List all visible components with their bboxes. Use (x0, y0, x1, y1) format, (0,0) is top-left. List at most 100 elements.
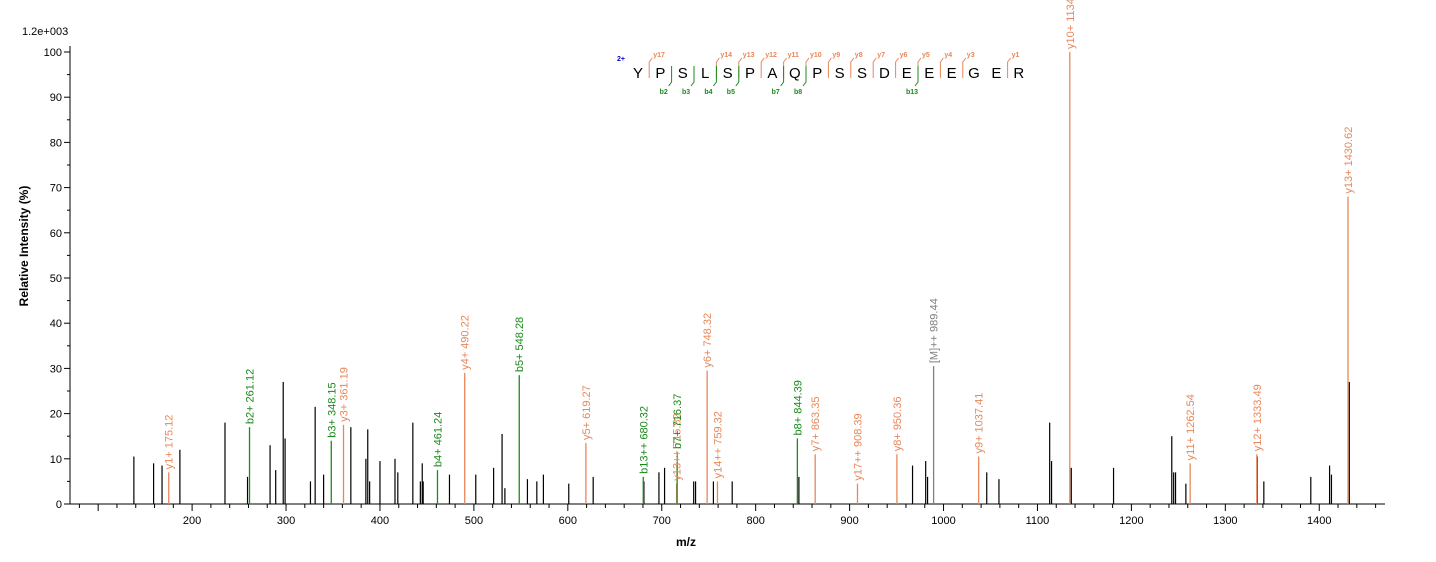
b-ion-label: b7 (772, 89, 780, 96)
x-tick-label: 800 (746, 515, 764, 527)
axes: 0 10 20 30 40 50 60 70 80 90 100 200 300 400 500 600 700… (44, 46, 1385, 527)
x-tick-label: 1300 (1213, 515, 1237, 527)
b-ion-label: b2 (660, 89, 668, 96)
y-cleavage-mark (827, 57, 832, 78)
x-tick-label: 1400 (1307, 515, 1331, 527)
y-cleavage-mark (962, 57, 967, 78)
peak-label: y3+ 361.19 (339, 367, 351, 422)
peak-label: y1+ 175.12 (164, 415, 176, 470)
y-ion-label: y6 (900, 52, 908, 59)
x-tick-label: 400 (371, 515, 389, 527)
y-tick-label: 20 (50, 409, 62, 421)
intensity-scale-label: 1.2e+003 (22, 26, 68, 38)
residue: R (1013, 65, 1024, 82)
y-ion-label: y10 (810, 52, 822, 59)
x-tick-label: 700 (653, 515, 671, 527)
residue: G (968, 65, 980, 82)
x-tick-label: 1100 (1026, 515, 1050, 527)
peak-label: [M]++ 989.44 (929, 298, 941, 363)
y-cleavage-mark (872, 57, 877, 78)
y-tick-label: 10 (50, 454, 62, 466)
x-tick-label: 300 (277, 515, 295, 527)
y-ion-label: y17 (653, 52, 665, 59)
b-cleavage-mark (914, 66, 919, 87)
b-ion-label: b8 (794, 89, 802, 96)
y-cleavage-mark (895, 57, 899, 78)
y-tick-label: 100 (44, 47, 62, 59)
peak-label: b4+ 461.24 (432, 412, 444, 467)
x-tick-label: 900 (840, 515, 858, 527)
residue: E (991, 65, 1001, 82)
peak-label: y7+ 863.35 (810, 397, 822, 452)
peak-label: b7+ 716.37 (672, 394, 684, 449)
residue: D (879, 65, 890, 82)
b-ion-label: b13 (906, 89, 918, 96)
residue: A (767, 65, 777, 82)
y-ion-label: y8 (855, 52, 863, 59)
b-cleavage-mark (668, 66, 673, 87)
peak-label: y13++ 715.82 (672, 413, 684, 480)
y-cleavage-mark (648, 57, 653, 78)
y-cleavage-mark (1007, 57, 1011, 78)
x-axis-title: m/z (676, 535, 696, 549)
y-cleavage-mark (760, 57, 765, 78)
peak-label: y5+ 619.27 (581, 385, 593, 440)
residue: Q (789, 65, 801, 82)
peak-label: y6+ 748.32 (702, 313, 714, 368)
peak-labels: y1+ 175.12 b2+ 261.12 b3+ 348.15 y3+ 361.19… (164, 0, 1355, 481)
residue: P (812, 65, 822, 82)
peak-label: y4+ 490.22 (460, 315, 472, 370)
peak-label: y9+ 1037.41 (974, 393, 986, 454)
peaks (133, 52, 1350, 504)
peak-label: b3+ 348.15 (326, 382, 338, 437)
y-ion-label: y4 (944, 52, 952, 59)
residue: E (947, 65, 957, 82)
residue: E (924, 65, 934, 82)
residue: S (835, 65, 845, 82)
residue: P (745, 65, 755, 82)
peak-label: y11+ 1262.54 (1185, 394, 1197, 460)
residue: S (723, 65, 733, 82)
peak-label: y12+ 1333.49 (1252, 384, 1264, 451)
peak-label: y14++ 759.32 (712, 411, 724, 478)
residue: L (701, 65, 709, 82)
y-ion-label: y5 (922, 52, 930, 59)
peak-label: y10+ 1134.43 (1065, 0, 1077, 49)
b-ion-label: b5 (727, 89, 735, 96)
y-cleavage-mark (850, 57, 855, 78)
b-ion-label: b4 (704, 89, 712, 96)
residue: P (655, 65, 665, 82)
peak-label: b8+ 844.39 (792, 380, 804, 435)
y-ion-label: y14 (720, 52, 732, 59)
peak-label: y8+ 950.36 (892, 397, 904, 452)
y-ion-label: y3 (967, 52, 975, 59)
y-ion-label: y7 (877, 52, 885, 59)
peak-label: y13+ 1430.62 (1343, 127, 1355, 194)
y-ion-label: y1 (1012, 52, 1020, 59)
peak-label: y17++ 908.39 (852, 413, 864, 480)
b-cleavage-mark (735, 66, 740, 87)
y-axis-title: Relative Intensity (%) (17, 186, 31, 307)
residue: S (678, 65, 688, 82)
y-tick-label: 70 (50, 183, 62, 195)
y-tick-label: 30 (50, 363, 62, 375)
x-tick-label: 600 (559, 515, 577, 527)
b-ion-label: b3 (682, 89, 690, 96)
y-ion-label: y13 (743, 52, 755, 59)
y-tick-label: 0 (56, 499, 62, 511)
y-ion-label: y12 (765, 52, 777, 59)
residue: E (902, 65, 912, 82)
x-tick-label: 500 (465, 515, 483, 527)
y-tick-label: 80 (50, 137, 62, 149)
b-cleavage-mark (802, 66, 807, 87)
x-tick-label: 1000 (931, 515, 955, 527)
peak-label: b13++ 680.32 (638, 406, 650, 474)
b-cleavage-mark (780, 66, 785, 87)
peak-label: b5+ 548.28 (514, 317, 526, 372)
y-tick-label: 40 (50, 318, 62, 330)
b-cleavage-mark (690, 66, 695, 87)
y-tick-label: 50 (50, 273, 62, 285)
b-cleavage-mark (713, 66, 717, 87)
